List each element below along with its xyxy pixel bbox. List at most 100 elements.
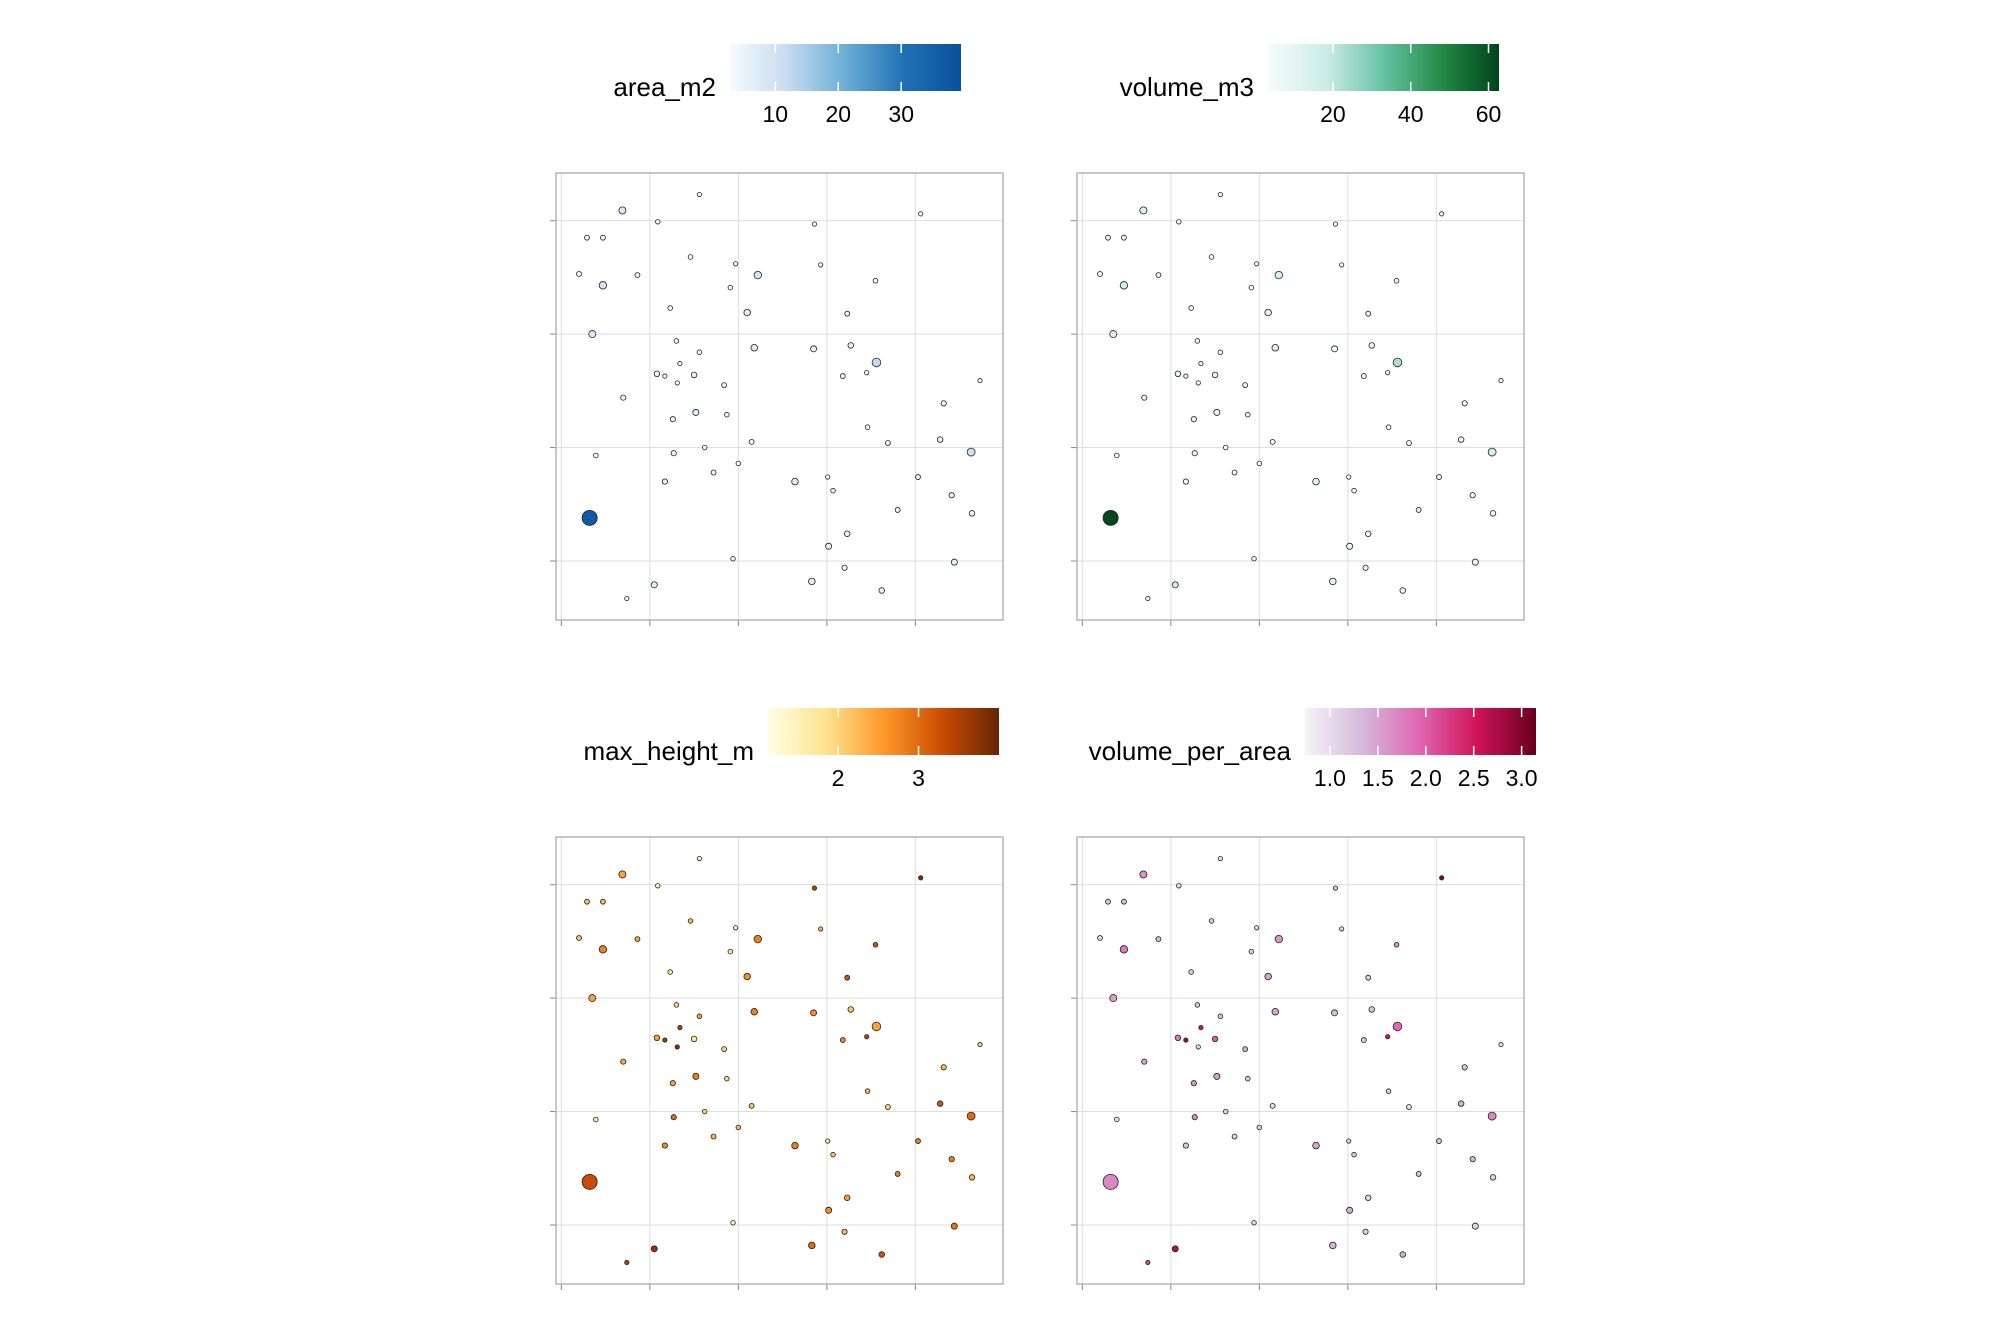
feature (1498, 378, 1504, 384)
feature (1121, 898, 1127, 905)
colorbar (768, 708, 999, 755)
feature (818, 926, 824, 932)
feature (940, 1064, 947, 1071)
feature (878, 587, 885, 594)
feature (1415, 507, 1422, 513)
feature (1254, 925, 1260, 931)
feature (966, 447, 976, 457)
feature (576, 271, 582, 277)
feature (1399, 1251, 1406, 1258)
legend-title: volume_m3 (1120, 72, 1254, 102)
feature (1393, 942, 1400, 948)
feature (696, 1013, 703, 1019)
feature (1264, 308, 1272, 317)
feature (1183, 1037, 1189, 1043)
feature (600, 898, 606, 905)
feature (1385, 1088, 1392, 1094)
feature (810, 1009, 818, 1017)
feature (847, 1006, 854, 1013)
feature (598, 945, 608, 954)
feature (1222, 1108, 1229, 1115)
feature (724, 411, 730, 418)
feature (1365, 530, 1372, 537)
feature (915, 1138, 921, 1144)
feature (1339, 262, 1345, 268)
feature (1217, 855, 1223, 862)
feature (1365, 310, 1372, 317)
feature (1406, 1104, 1412, 1110)
feature (1436, 474, 1442, 480)
feature (1471, 1222, 1479, 1230)
feature (692, 408, 700, 416)
feature (1271, 1008, 1279, 1016)
feature (1213, 1072, 1221, 1080)
panel-border (555, 172, 1004, 621)
feature (1217, 349, 1224, 355)
panel-background (556, 173, 1003, 620)
feature (1332, 221, 1339, 227)
feature (634, 936, 641, 943)
feature (1368, 1006, 1375, 1013)
feature (724, 1075, 730, 1082)
feature (710, 1133, 717, 1140)
feature (1183, 373, 1189, 379)
feature (1457, 436, 1465, 443)
feature (1471, 558, 1479, 566)
feature (696, 349, 703, 355)
feature (618, 870, 627, 879)
colorbar-tick-label: 60 (1476, 101, 1502, 127)
feature (674, 1044, 680, 1050)
feature (1198, 361, 1204, 367)
colorbar-tick-label: 20 (825, 101, 851, 127)
feature (1139, 206, 1148, 215)
feature (1365, 974, 1372, 981)
feature (1274, 934, 1283, 944)
feature (743, 972, 751, 981)
feature (1188, 305, 1194, 311)
feature (1245, 1075, 1251, 1082)
feature (940, 400, 947, 407)
feature (1174, 370, 1182, 378)
feature (936, 1100, 944, 1107)
feature (864, 370, 870, 376)
feature (1346, 542, 1354, 550)
feature (808, 1241, 816, 1250)
panel-border (1076, 172, 1525, 621)
feature (1469, 492, 1476, 499)
feature (661, 478, 668, 485)
feature (1385, 1034, 1391, 1040)
legend-title: max_height_m (583, 736, 754, 766)
feature (1176, 883, 1182, 889)
feature (878, 1251, 885, 1258)
colorbar (730, 44, 961, 91)
feature (620, 394, 627, 401)
feature (1191, 1114, 1198, 1121)
colorbar-tick-label: 3.0 (1506, 765, 1538, 791)
feature (721, 382, 728, 389)
feature (696, 855, 702, 862)
feature (687, 918, 694, 924)
feature (1346, 1206, 1354, 1214)
panel-background (1077, 173, 1524, 620)
feature (1329, 1241, 1337, 1250)
feature (624, 595, 630, 602)
feature (1332, 885, 1339, 891)
feature (885, 1104, 891, 1110)
feature (1362, 1228, 1369, 1235)
feature (701, 444, 708, 451)
feature (1171, 581, 1179, 589)
feature (1461, 1064, 1468, 1071)
colorbar-tick-label: 1.0 (1314, 765, 1346, 791)
feature (1182, 1142, 1189, 1149)
feature (581, 509, 598, 526)
feature (839, 1037, 846, 1043)
feature (864, 1034, 870, 1040)
feature (844, 310, 851, 317)
feature (653, 370, 661, 378)
feature (1114, 1116, 1120, 1123)
feature (1392, 357, 1403, 368)
feature (692, 1072, 700, 1080)
feature (1217, 191, 1223, 198)
colorbar-tick-label: 2 (832, 765, 845, 791)
feature (1141, 394, 1148, 401)
